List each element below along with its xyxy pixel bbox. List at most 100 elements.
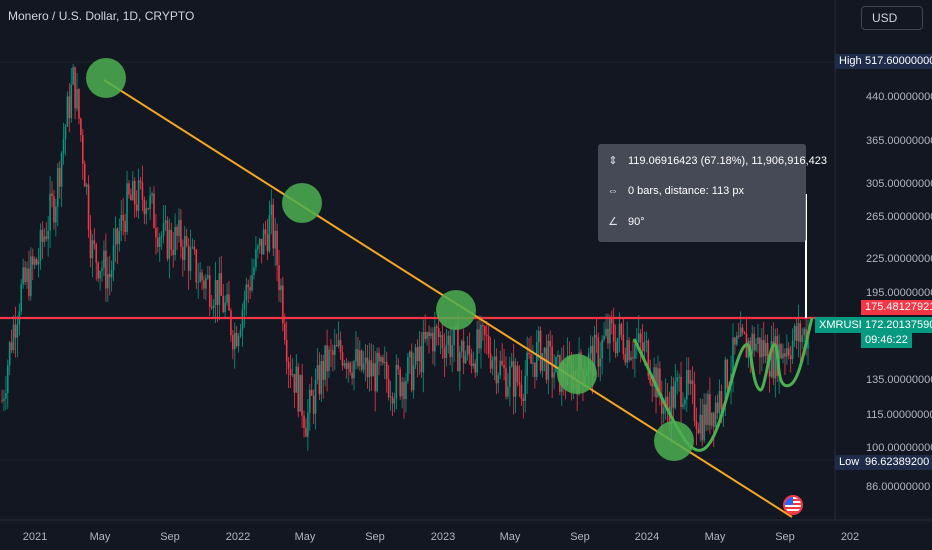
candle-body <box>447 335 450 345</box>
candle-body <box>605 328 607 336</box>
candle-body <box>257 245 259 250</box>
candle-body <box>549 340 552 347</box>
candle-body <box>189 247 192 271</box>
candle-body <box>239 330 242 337</box>
candle-body <box>537 330 540 343</box>
candle-body <box>158 237 161 247</box>
candle-body <box>178 219 180 236</box>
candle-body <box>495 356 498 384</box>
candle-body <box>166 220 169 259</box>
candle-body <box>335 345 338 347</box>
candle-body <box>91 240 94 259</box>
candle-body <box>185 236 188 246</box>
candle-body <box>31 256 34 265</box>
resistance-price-tag: 175.48127921 <box>861 300 932 315</box>
candle-body <box>80 118 82 135</box>
candle-body <box>341 352 344 366</box>
candle-body <box>208 275 211 307</box>
candle-body <box>428 332 430 337</box>
candle-body <box>351 372 353 379</box>
candle-body <box>43 236 46 242</box>
candle-body <box>593 334 596 376</box>
candle-body <box>103 250 105 268</box>
candle-body <box>689 380 692 384</box>
candle-body <box>128 183 130 195</box>
currency-button[interactable]: USD <box>861 6 923 30</box>
candle-body <box>126 183 128 232</box>
candle-body <box>197 281 200 283</box>
candle-body <box>97 262 99 279</box>
circle-marker <box>282 183 322 223</box>
candle-body <box>368 360 371 378</box>
candle-body <box>545 347 548 380</box>
candle-body <box>349 362 351 373</box>
candle-body <box>95 244 98 263</box>
countdown-tag: 09:46:22 <box>861 332 912 348</box>
candle-body <box>332 350 334 355</box>
candlestick-series <box>1 63 809 451</box>
candle-body <box>105 250 107 289</box>
candle-body <box>355 349 357 362</box>
candle-body <box>474 363 477 373</box>
candle-body <box>659 368 661 395</box>
candle-body <box>33 259 36 265</box>
candle-body <box>93 240 96 245</box>
price-axis[interactable]: 440.00000000 365.00000000 305.00000000 265.… <box>866 91 932 493</box>
candle-body <box>174 227 176 256</box>
candle-body <box>124 220 126 232</box>
candle-body <box>230 310 232 336</box>
candle-body <box>724 359 727 405</box>
candle-body <box>37 260 40 265</box>
candle-body <box>793 326 796 341</box>
candle-body <box>253 267 255 275</box>
candle-body <box>214 280 217 306</box>
candle-body <box>397 364 400 370</box>
candle-body <box>245 284 248 301</box>
candle-body <box>520 384 523 399</box>
candle-body <box>759 337 761 358</box>
low-value: 96.62389200 <box>861 455 932 470</box>
candle-body <box>41 229 44 242</box>
candle-body <box>697 428 700 434</box>
candle-body <box>218 273 221 305</box>
candle-body <box>743 332 746 334</box>
candle-body <box>695 420 698 429</box>
candle-body <box>609 318 611 344</box>
candle-body <box>714 402 717 427</box>
time-axis[interactable]: 2021 May Sep 2022 May Sep 2023 May Sep 2024 May Sep… <box>23 531 859 543</box>
candle-body <box>412 365 415 391</box>
candle-body <box>299 374 301 412</box>
candle-body <box>687 370 690 384</box>
candle-body <box>191 246 194 248</box>
time-axis-label: Sep <box>570 531 590 543</box>
candle-body <box>666 396 669 407</box>
candle-body <box>674 381 677 408</box>
candle-body <box>418 346 421 362</box>
candle-body <box>472 363 475 367</box>
candle-body <box>14 324 17 338</box>
candle-body <box>153 193 155 228</box>
candle-body <box>424 331 426 339</box>
circle-marker <box>654 421 694 461</box>
candle-body <box>595 334 598 338</box>
candle-body <box>557 355 559 357</box>
candle-body <box>705 404 707 425</box>
candle-body <box>622 334 625 355</box>
candle-body <box>47 230 49 240</box>
candle-body <box>607 328 609 344</box>
candle-body <box>274 231 276 249</box>
candle-body <box>435 326 438 329</box>
time-axis-label: Sep <box>775 531 795 543</box>
candle-body <box>147 208 149 210</box>
candle-body <box>712 412 715 427</box>
candle-body <box>541 353 544 371</box>
candle-body <box>10 342 13 351</box>
candle-body <box>460 340 463 352</box>
candle-body <box>387 379 390 398</box>
high-value: 517.60000000 <box>861 54 932 69</box>
candle-body <box>616 337 619 354</box>
candle-body <box>678 376 680 378</box>
candle-body <box>610 318 613 324</box>
us-flag-event-icon[interactable] <box>783 495 803 515</box>
